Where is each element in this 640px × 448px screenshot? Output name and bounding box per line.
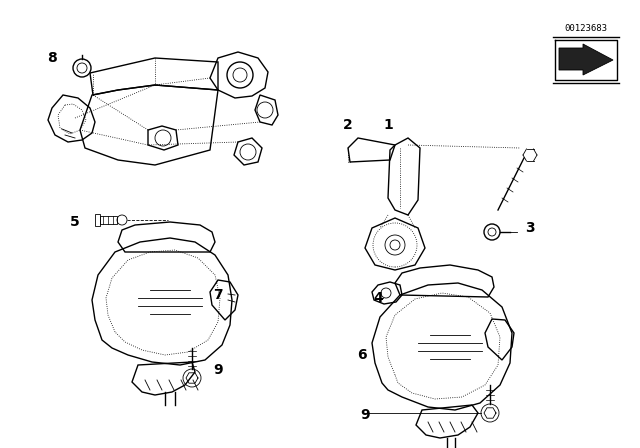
Text: 9: 9 <box>360 408 370 422</box>
Text: 1: 1 <box>383 118 393 132</box>
Text: 6: 6 <box>357 348 367 362</box>
Text: 7: 7 <box>213 288 223 302</box>
Text: 4: 4 <box>373 291 383 305</box>
Text: 8: 8 <box>47 51 57 65</box>
Text: 9: 9 <box>213 363 223 377</box>
Polygon shape <box>559 44 613 75</box>
Text: 5: 5 <box>70 215 80 229</box>
Text: 3: 3 <box>525 221 535 235</box>
Text: 2: 2 <box>343 118 353 132</box>
Text: 00123683: 00123683 <box>564 23 607 33</box>
